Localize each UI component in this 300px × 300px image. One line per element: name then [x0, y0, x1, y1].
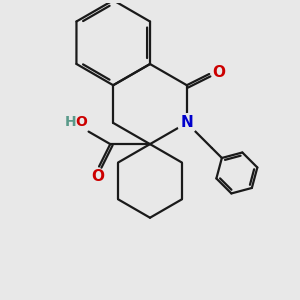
- Text: N: N: [180, 116, 193, 130]
- Point: [184, 121, 189, 125]
- Text: O: O: [213, 65, 226, 80]
- Text: H: H: [64, 115, 76, 129]
- Text: O: O: [91, 169, 104, 184]
- Text: O: O: [75, 115, 87, 129]
